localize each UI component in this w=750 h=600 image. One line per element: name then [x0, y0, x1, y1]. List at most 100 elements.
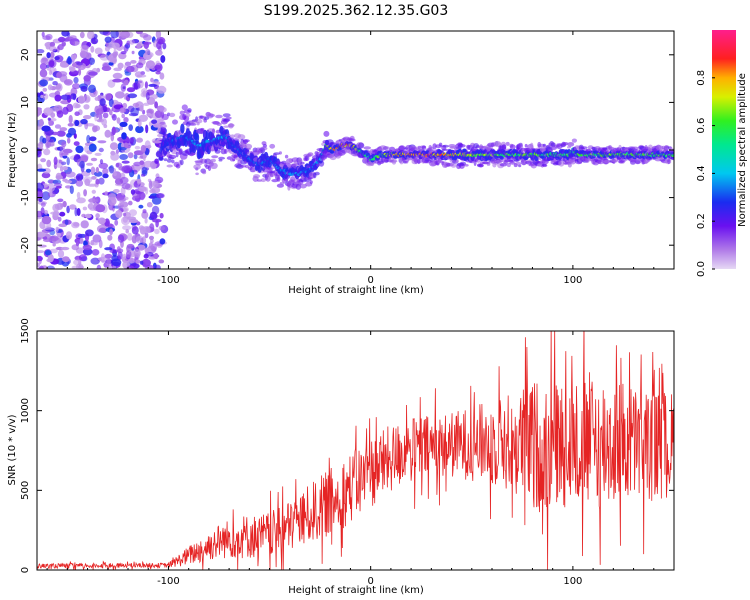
noise-blob	[149, 188, 156, 194]
noise-blob	[158, 259, 165, 264]
noise-blob	[148, 180, 153, 190]
spectrogram-noise-layer	[37, 31, 169, 269]
noise-blob	[143, 41, 149, 49]
noise-blob	[88, 71, 98, 76]
noise-blob	[141, 236, 147, 245]
noise-blob	[37, 231, 46, 238]
noise-blob	[121, 132, 127, 140]
signal-halo	[239, 165, 247, 168]
noise-blob	[56, 72, 62, 79]
noise-blob	[128, 124, 133, 131]
noise-blob	[62, 200, 67, 208]
signal-halo	[181, 104, 188, 111]
signal-halo	[269, 143, 276, 149]
noise-blob	[117, 62, 124, 69]
signal-halo	[218, 156, 226, 160]
signal-halo	[253, 174, 261, 179]
signal-halo	[273, 152, 281, 156]
noise-blob	[109, 249, 119, 254]
noise-blob	[143, 160, 154, 168]
signal-halo	[550, 146, 557, 150]
noise-blob	[62, 151, 69, 156]
noise-blob	[49, 248, 58, 254]
noise-blob	[94, 152, 102, 156]
noise-blob	[38, 141, 44, 150]
noise-blob	[124, 71, 132, 76]
noise-blob	[117, 234, 125, 243]
noise-blob	[54, 94, 62, 102]
signal-halo	[456, 159, 459, 163]
noise-blob	[159, 72, 165, 80]
spectrogram-ytick-label: -20	[20, 237, 31, 253]
noise-blob	[69, 185, 74, 194]
noise-blob	[125, 250, 132, 258]
noise-blob	[142, 209, 147, 214]
snr-ylabel: SNR (10 * v/v)	[7, 414, 18, 485]
noise-blob	[104, 93, 112, 101]
noise-blob	[49, 41, 56, 47]
noise-blob	[62, 106, 69, 115]
noise-blob	[90, 257, 100, 265]
signal-halo	[530, 142, 534, 148]
noise-blob	[76, 208, 81, 216]
noise-blob	[96, 264, 102, 269]
noise-blob	[126, 65, 135, 73]
noise-blob	[62, 155, 68, 159]
noise-blob	[150, 77, 154, 83]
noise-blob	[159, 238, 166, 245]
noise-blob	[76, 197, 86, 204]
signal-halo	[168, 154, 177, 159]
noise-blob	[60, 246, 70, 251]
noise-blob	[59, 149, 64, 158]
noise-blob	[40, 202, 46, 207]
signal-halo	[421, 145, 427, 150]
signal-halo	[195, 119, 203, 124]
noise-blob	[49, 118, 57, 122]
noise-blob	[56, 46, 60, 53]
noise-blob	[148, 195, 156, 199]
noise-blob	[75, 241, 80, 247]
noise-blob	[142, 152, 146, 162]
noise-blob	[148, 83, 158, 87]
noise-blob	[40, 57, 49, 65]
signal-halo	[667, 158, 671, 165]
noise-blob	[111, 126, 116, 136]
spectrogram-xlabel: Height of straight line (km)	[288, 285, 424, 296]
noise-blob	[159, 212, 164, 219]
noise-blob	[76, 175, 80, 181]
noise-blob	[87, 183, 97, 187]
noise-blob	[66, 32, 71, 38]
noise-blob	[151, 205, 160, 215]
signal-halo	[193, 164, 201, 170]
noise-blob	[68, 114, 73, 124]
noise-blob	[90, 37, 99, 45]
noise-blob	[73, 259, 82, 266]
noise-blob	[91, 176, 97, 180]
signal-halo	[459, 161, 467, 166]
noise-blob	[69, 66, 76, 72]
noise-blob	[145, 124, 149, 134]
colorbar-tick-label: 0.0	[696, 261, 707, 277]
noise-blob	[138, 187, 147, 192]
noise-blob	[102, 112, 109, 119]
noise-blob	[130, 60, 137, 64]
noise-blob	[133, 150, 144, 156]
noise-blob	[37, 49, 45, 54]
noise-blob	[145, 60, 156, 69]
noise-blob	[113, 172, 117, 176]
signal-halo	[399, 160, 404, 165]
noise-blob	[114, 219, 119, 226]
colorbar-label: Normalized spectral amplitude	[737, 73, 748, 227]
noise-blob	[102, 173, 109, 179]
noise-blob	[98, 177, 105, 185]
noise-blob	[74, 111, 80, 116]
noise-blob	[119, 154, 128, 160]
noise-blob	[65, 231, 73, 240]
noise-blob	[143, 253, 149, 259]
signal-halo	[558, 160, 565, 167]
noise-blob	[104, 253, 113, 259]
noise-blob	[39, 69, 48, 78]
noise-blob	[128, 200, 133, 206]
noise-blob	[91, 189, 97, 194]
